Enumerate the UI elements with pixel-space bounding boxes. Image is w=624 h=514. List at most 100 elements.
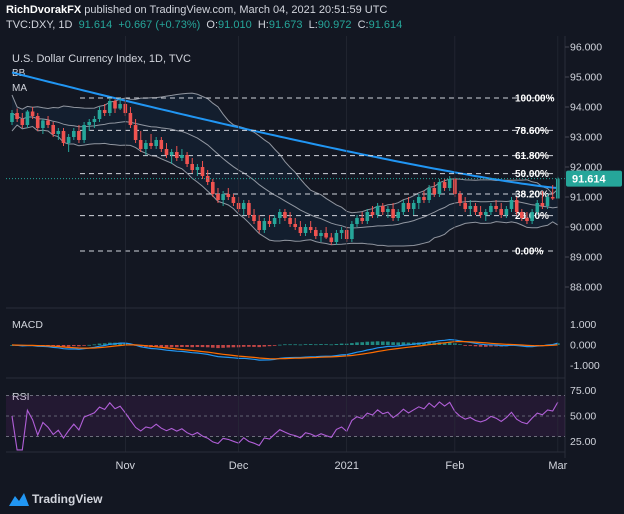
close-label: C: [357,19,369,31]
macd-histogram-bar [401,342,406,345]
macd-histogram-bar [386,341,390,345]
macd-histogram-bar [164,345,169,348]
rsi-axis-label: 25.00 [570,436,596,448]
candle-body [15,113,19,119]
open-value: 91.010 [218,19,252,31]
macd-histogram-bar [381,341,385,345]
macd-axis-label: 0.000 [570,340,596,352]
macd-histogram-bar [169,345,174,348]
candle-body [195,167,200,170]
candle-body [468,206,473,209]
macd-histogram-bar [159,345,164,348]
candle-body [545,197,550,206]
candle-body [102,110,107,113]
macd-histogram-bar [324,344,328,345]
macd-histogram-bar [391,342,395,345]
candle-body [262,221,267,230]
candle-body [10,113,14,122]
candle-body [159,140,164,149]
brand-name[interactable]: TradingView [32,492,103,506]
macd-histogram-bar [308,344,313,345]
macd-histogram-bar [92,344,97,346]
candle-body [200,167,205,176]
rsi-band-fill [6,395,565,437]
bollinger-upper-band [11,92,559,214]
candle-body [149,143,153,146]
candle-body [329,237,334,242]
price-axis-label: 89.000 [570,252,602,264]
candle-body [437,182,442,194]
rsi-line [11,401,559,451]
candle-body [360,218,364,221]
macd-histogram-bar [226,345,231,348]
macd-histogram-bar [489,345,493,347]
price-axis-label: 93.000 [570,132,602,144]
bollinger-band-fill [12,93,558,247]
macd-histogram-bar [355,342,359,345]
macd-histogram-bar [339,343,344,345]
candle-body [365,212,370,221]
macd-histogram-bar [195,345,200,347]
macd-histogram-bar [406,342,411,345]
rsi-label: RSI [12,391,30,403]
candle-body [375,206,380,215]
published-text: published on TradingView.com, March 04, … [84,4,388,16]
open-label: O: [206,19,219,31]
candle-body [113,101,117,109]
macd-histogram-bar [257,345,261,348]
time-axis-label: Dec [229,460,249,472]
macd-histogram-bar [293,344,297,346]
macd-histogram-bar [77,345,81,347]
macd-histogram-bar [365,341,370,345]
fibonacci-level-label: 0.00% [515,247,543,258]
candle-body [221,194,225,200]
candle-body [324,233,328,238]
macd-histogram-bar [180,345,184,347]
macd-histogram-bar [247,345,251,347]
price-axis-label: 90.000 [570,222,602,234]
candle-body [216,194,220,200]
ma-indicator-label: MA [12,83,27,94]
macd-histogram-bar [319,344,323,345]
candle-body [169,152,174,155]
macd-histogram-bar [442,342,447,345]
bollinger-middle-band [11,112,558,229]
candle-body [370,212,375,215]
candle-body [190,164,194,170]
candle-body [494,206,498,209]
candle-body [164,149,169,155]
candle-body [298,227,303,233]
candle-body [252,215,256,221]
candle-body [350,224,354,239]
candle-body [391,209,395,218]
rsi-axis-label: 50.00 [570,411,596,423]
macd-histogram-bar [370,341,375,345]
candle-body [525,218,529,221]
candle-body [138,140,143,149]
author-name[interactable]: RichDvorakFX [6,4,82,16]
candle-body [180,155,184,158]
candle-body [334,233,339,242]
macd-histogram-bar [211,345,215,348]
candle-body [144,143,148,149]
tradingview-logo-icon[interactable] [8,490,30,508]
candle-body [97,110,102,119]
price-axis-label: 91.000 [570,192,602,204]
last-price: 91.614 [78,19,113,31]
candle-body [241,203,246,209]
candle-body [175,152,179,158]
macd-histogram-bar [205,345,210,348]
candle-body [308,227,313,230]
candle-body [211,182,215,194]
macd-histogram-bar [175,345,179,348]
macd-label: MACD [12,319,43,331]
candle-body [499,209,503,215]
candle-body [128,113,133,125]
candle-body [82,125,86,140]
candle-body [25,111,30,125]
candle-body [108,101,112,113]
candle-body [92,119,97,122]
candle-body [355,218,359,224]
candle-body [293,224,297,227]
macd-signal-line [11,340,558,360]
